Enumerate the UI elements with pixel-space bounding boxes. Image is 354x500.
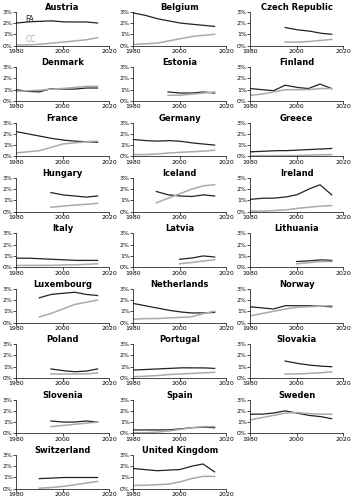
- Title: Estonia: Estonia: [162, 58, 197, 67]
- Text: CC: CC: [25, 34, 36, 43]
- Title: Hungary: Hungary: [42, 169, 83, 178]
- Title: Greece: Greece: [280, 114, 313, 122]
- Title: Netherlands: Netherlands: [150, 280, 209, 289]
- Title: Sweden: Sweden: [278, 390, 315, 400]
- Title: Norway: Norway: [279, 280, 315, 289]
- Title: Lithuania: Lithuania: [274, 224, 319, 234]
- Title: Slovakia: Slovakia: [277, 335, 317, 344]
- Title: Germany: Germany: [158, 114, 201, 122]
- Title: Latvia: Latvia: [165, 224, 194, 234]
- Title: Spain: Spain: [166, 390, 193, 400]
- Title: Italy: Italy: [52, 224, 73, 234]
- Title: Luxembourg: Luxembourg: [33, 280, 92, 289]
- Title: Switzerland: Switzerland: [34, 446, 91, 455]
- Title: Finland: Finland: [279, 58, 314, 67]
- Title: Portugal: Portugal: [159, 335, 200, 344]
- Title: Slovenia: Slovenia: [42, 390, 83, 400]
- Title: Czech Republic: Czech Republic: [261, 3, 333, 12]
- Title: Denmark: Denmark: [41, 58, 84, 67]
- Title: Belgium: Belgium: [160, 3, 199, 12]
- Text: FA: FA: [25, 16, 34, 24]
- Title: France: France: [47, 114, 79, 122]
- Title: United Kingdom: United Kingdom: [142, 446, 218, 455]
- Title: Iceland: Iceland: [162, 169, 197, 178]
- Title: Austria: Austria: [45, 3, 80, 12]
- Title: Poland: Poland: [46, 335, 79, 344]
- Title: Ireland: Ireland: [280, 169, 314, 178]
